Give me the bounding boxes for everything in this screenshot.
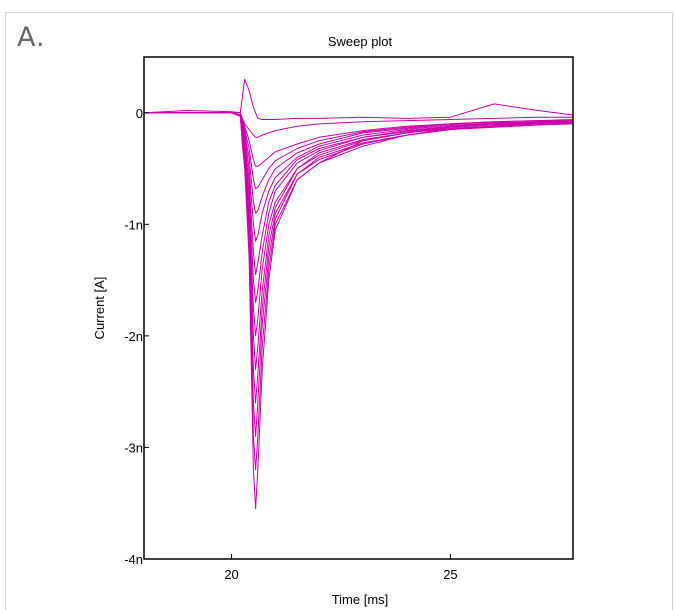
y-tick-label: -2n [124, 329, 143, 344]
y-axis: 0 -1n -2n -3n -4n [124, 106, 149, 567]
sweep-trace-9 [144, 112, 573, 242]
sweep-trace-4 [144, 112, 574, 404]
panel-label: A. [17, 22, 46, 53]
x-axis: 20 25 [224, 554, 458, 582]
sweep-trace-6 [144, 112, 574, 337]
x-tick-label: 25 [443, 567, 457, 582]
sweep-traces [143, 78, 574, 510]
chart-title: Sweep plot [328, 34, 393, 49]
y-axis-label: Current [A] [92, 277, 107, 340]
sweep-trace-14 [143, 110, 573, 138]
sweep-trace-5 [144, 112, 573, 370]
sweep-trace-8 [144, 112, 574, 275]
sweep-trace-3 [144, 112, 574, 437]
sweep-trace-2 [144, 112, 574, 471]
y-tick-label: -3n [124, 440, 143, 455]
y-tick-label: -4n [124, 552, 143, 567]
sweep-trace-13 [144, 78, 574, 120]
x-axis-label: Time [ms] [332, 592, 389, 607]
sweep-trace-1 [144, 112, 573, 510]
sweep-trace-10 [144, 112, 574, 214]
sweep-trace-12 [144, 112, 574, 167]
figure-frame [5, 12, 673, 610]
y-tick-label: 0 [136, 106, 143, 121]
y-tick-label: -1n [124, 217, 143, 232]
x-tick-label: 20 [224, 567, 238, 582]
plot-frame [143, 56, 574, 560]
